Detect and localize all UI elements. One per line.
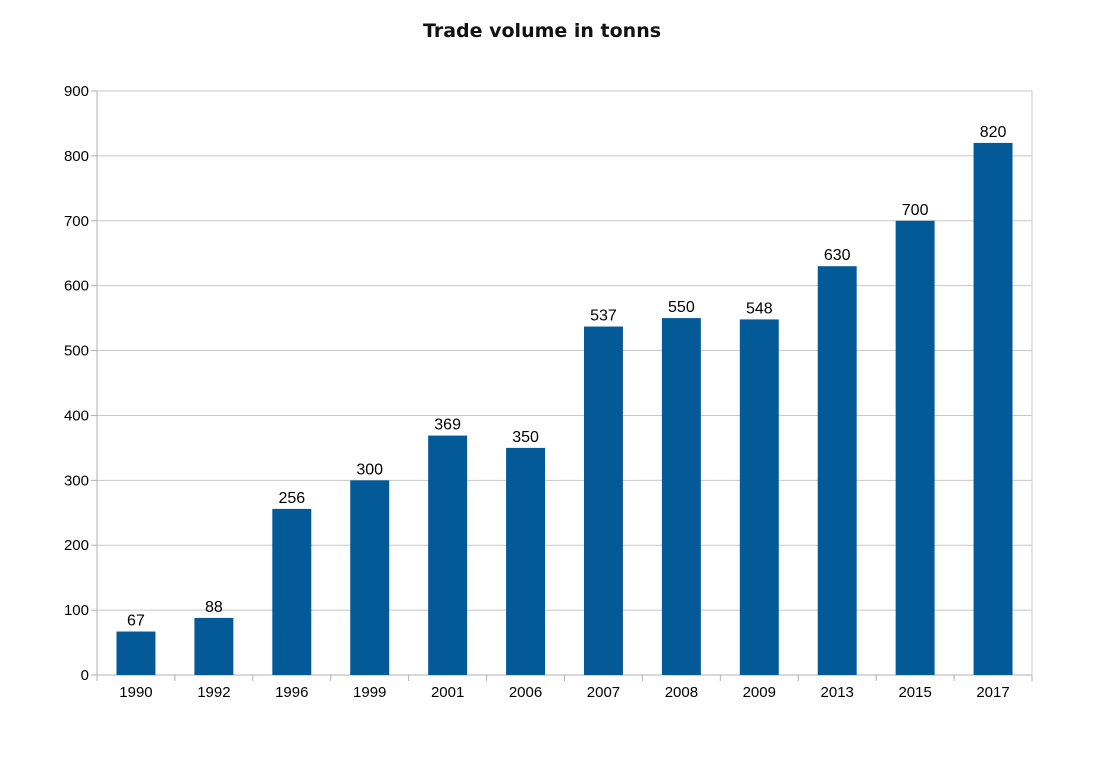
bars (116, 142, 1013, 675)
data-label: 67 (127, 613, 145, 630)
data-label: 537 (590, 308, 617, 325)
x-tick-label: 2007 (587, 684, 620, 701)
bar (661, 318, 701, 675)
bar (817, 266, 857, 675)
y-tick-label: 400 (64, 407, 89, 424)
data-label: 550 (668, 299, 695, 316)
data-label: 548 (746, 300, 773, 317)
y-tick-label: 700 (64, 213, 89, 230)
y-tick-label: 100 (64, 602, 89, 619)
x-tick-label: 2013 (821, 684, 854, 701)
gridlines (97, 90, 1032, 611)
y-tick-label: 500 (64, 343, 89, 360)
data-labels: 67 88 256 300 369 350 537 550 548 630 700 820 (127, 124, 1006, 630)
chart-title: Trade volume in tonns (422, 20, 662, 42)
x-tick-label: 2001 (431, 684, 464, 701)
data-label: 256 (278, 490, 305, 507)
y-tick-label: 200 (64, 537, 89, 554)
x-tick-label: 1990 (119, 684, 152, 701)
x-tick-label: 2006 (509, 684, 542, 701)
x-tick-label: 2008 (665, 684, 698, 701)
x-tick-label: 1999 (353, 684, 386, 701)
x-tick-label: 2009 (743, 684, 776, 701)
bar (895, 220, 935, 675)
data-label: 88 (205, 599, 223, 616)
y-tick-label: 300 (64, 472, 89, 489)
bar (272, 508, 312, 675)
data-label: 700 (902, 202, 929, 219)
bar (428, 435, 468, 675)
x-tick-label: 1992 (197, 684, 230, 701)
x-tick-label: 2017 (976, 684, 1009, 701)
bar (116, 631, 156, 675)
x-tick-label: 1996 (275, 684, 308, 701)
bar (583, 326, 623, 675)
data-label: 300 (356, 461, 383, 478)
data-label: 630 (824, 247, 851, 264)
bar (973, 142, 1013, 675)
bar (506, 447, 546, 675)
data-label: 350 (512, 429, 539, 446)
y-axis-ticks: 0 100 200 300 400 500 600 700 800 900 (64, 83, 89, 684)
y-tick-label: 0 (81, 667, 89, 684)
x-tick-label: 2015 (898, 684, 931, 701)
bar (194, 617, 234, 675)
x-axis-ticks: 1990 1992 1996 1999 2001 2006 2007 2008 2009 2013… (119, 684, 1009, 701)
axes (91, 90, 1033, 681)
data-label: 369 (434, 417, 461, 434)
bar (739, 319, 779, 675)
y-tick-label: 600 (64, 278, 89, 295)
y-tick-label: 900 (64, 83, 89, 100)
bar (350, 480, 390, 675)
y-tick-label: 800 (64, 148, 89, 165)
data-label: 820 (980, 124, 1007, 141)
